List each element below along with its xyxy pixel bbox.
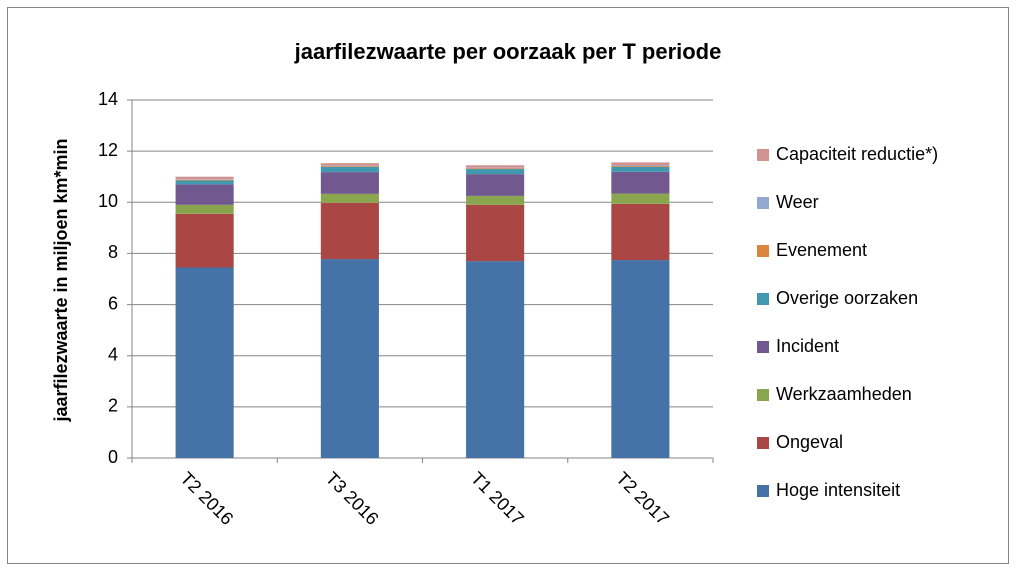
bar-segment <box>320 163 379 166</box>
legend-swatch <box>757 149 769 161</box>
bar-segment <box>466 167 525 169</box>
bar-segment <box>466 169 525 175</box>
bar-segment <box>320 202 379 260</box>
bar-segment <box>466 261 525 458</box>
bar-segment <box>320 172 379 194</box>
bar-segment <box>175 180 234 185</box>
legend-label: Evenement <box>776 240 867 260</box>
y-tick-label: 0 <box>108 447 118 467</box>
bar-segment <box>466 165 525 168</box>
legend-swatch <box>757 293 769 305</box>
bar-segment <box>175 179 234 180</box>
y-tick-label: 6 <box>108 293 118 313</box>
y-tick-label: 2 <box>108 396 118 416</box>
legend-label: Hoge intensiteit <box>776 480 900 500</box>
legend-swatch <box>757 197 769 209</box>
y-tick-label: 8 <box>108 242 118 262</box>
legend-label: Capaciteit reductie*) <box>776 144 938 164</box>
bar-segment <box>175 179 234 181</box>
bar-segment <box>611 165 670 166</box>
bar-segment <box>611 260 670 458</box>
legend-label: Ongeval <box>776 432 843 452</box>
bar-segment <box>466 204 525 262</box>
bar-segment <box>611 193 670 204</box>
y-tick-label: 10 <box>98 191 118 211</box>
bar-segment <box>320 259 379 458</box>
bar-segment <box>611 162 670 166</box>
bar-segment <box>611 166 670 172</box>
chart-title: jaarfilezwaarte per oorzaak per T period… <box>294 39 722 64</box>
legend-label: Overige oorzaken <box>776 288 918 308</box>
bar-segment <box>466 174 525 196</box>
bar-segment <box>175 267 234 458</box>
legend-label: Incident <box>776 336 839 356</box>
legend-swatch <box>757 437 769 449</box>
y-axis-label: jaarfilezwaarte in miljoen km*min <box>51 138 71 422</box>
bar-segment <box>611 203 670 261</box>
bar-segment <box>320 193 379 203</box>
legend-label: Weer <box>776 192 819 212</box>
bar-segment <box>175 176 234 180</box>
bar-segment <box>320 165 379 167</box>
legend-swatch <box>757 389 769 401</box>
y-tick-label: 4 <box>108 344 118 364</box>
bar-segment <box>175 184 234 205</box>
legend-swatch <box>757 341 769 353</box>
bar-segment <box>175 204 234 214</box>
bar-segment <box>611 171 670 194</box>
legend-label: Werkzaamheden <box>776 384 912 404</box>
bar-segment <box>611 165 670 167</box>
legend-swatch <box>757 245 769 257</box>
y-tick-label: 12 <box>98 140 118 160</box>
bar-segment <box>466 195 525 205</box>
y-tick-label: 14 <box>98 89 118 109</box>
bar-segment <box>466 168 525 170</box>
legend-swatch <box>757 485 769 497</box>
bar-segment <box>320 166 379 167</box>
bar-segment <box>320 166 379 173</box>
bar-segment <box>175 213 234 268</box>
